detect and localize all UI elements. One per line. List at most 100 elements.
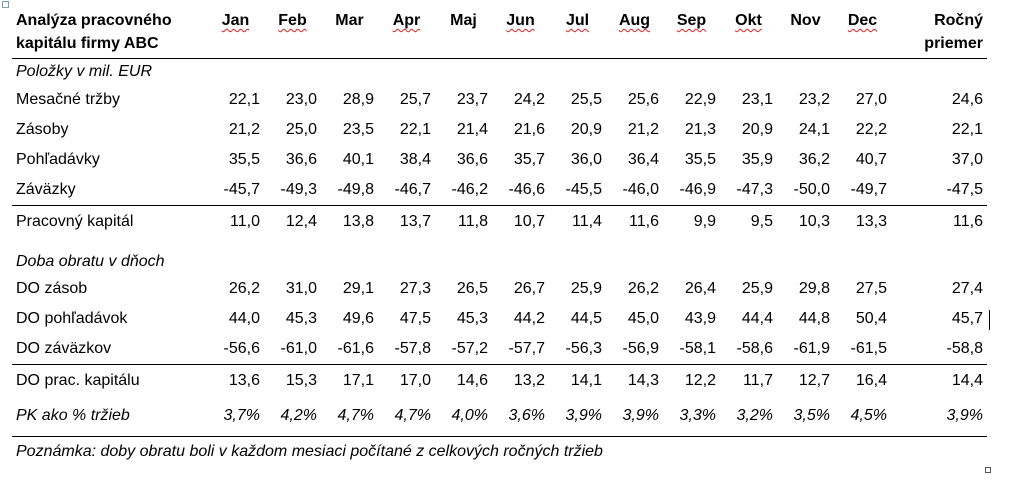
month-header: Dec	[847, 12, 878, 29]
annual-average-cell: -47,5	[946, 181, 983, 198]
text-cursor	[989, 310, 990, 330]
value-cell: 3,7%	[223, 407, 260, 424]
value-cell: 15,3	[264, 364, 321, 396]
value-cell: 11,6	[606, 205, 663, 237]
value-cell: 22,1	[228, 91, 260, 108]
value-cell: 40,7	[855, 151, 887, 168]
value-cell: 3,3%	[679, 407, 716, 424]
note-row: Poznámka: doby obratu boli v každom mesi…	[12, 436, 987, 467]
annual-average-cell: 24,6	[951, 91, 983, 108]
value-cell: 4,5%	[850, 407, 887, 424]
value-cell: -57,7	[508, 340, 545, 357]
month-header: Feb	[278, 12, 307, 29]
value-cell: 21,2	[627, 121, 659, 138]
total-row: DO prac. kapitálu 13,6 15,3 17,1 17,0 14,6 13,…	[12, 364, 987, 396]
value-cell: 36,2	[798, 151, 830, 168]
value-cell: -45,5	[565, 181, 602, 198]
table-row: DO záväzkov -56,6 -61,0 -61,6 -57,8 -57,2 -57,…	[12, 334, 987, 365]
header-row-2: kapitálu firmy ABC priemer	[12, 35, 987, 59]
row-label: Pracovný kapitál	[12, 205, 207, 237]
row-label: Záväzky	[16, 181, 76, 198]
row-label: Mesačné tržby	[16, 91, 121, 108]
value-cell: 36,6	[285, 151, 317, 168]
value-cell: 9,5	[720, 205, 777, 237]
table-row: Mesačné tržby 22,1 23,0 28,9 25,7 23,7 24,2 25,…	[12, 85, 987, 115]
value-cell: 21,6	[513, 121, 545, 138]
value-cell: 49,6	[342, 310, 374, 327]
row-label: Zásoby	[16, 121, 69, 138]
value-cell: 25,6	[627, 91, 659, 108]
value-cell: 23,0	[285, 91, 317, 108]
total-row: Pracovný kapitál 11,0 12,4 13,8 13,7 11,8 10,7…	[12, 205, 987, 237]
value-cell: 4,7%	[394, 407, 431, 424]
value-cell: -57,2	[451, 340, 488, 357]
value-cell: 38,4	[399, 151, 431, 168]
value-cell: 23,7	[456, 91, 488, 108]
section-heading-turnover: Doba obratu v dňoch	[16, 253, 165, 270]
table-title-line1: Analýza pracovného	[16, 12, 172, 29]
annual-average-cell: 3,9%	[946, 407, 983, 424]
value-cell: 20,9	[741, 121, 773, 138]
value-cell: 22,9	[684, 91, 716, 108]
value-cell: -58,6	[736, 340, 773, 357]
value-cell: 36,6	[456, 151, 488, 168]
table-row: DO zásob 26,2 31,0 29,1 27,3 26,5 26,7 25,9 26,2…	[12, 274, 987, 304]
working-capital-table: Analýza pracovného Jan Feb Mar Apr Maj J…	[12, 12, 987, 467]
value-cell: 12,2	[663, 364, 720, 396]
value-cell: 36,0	[570, 151, 602, 168]
value-cell: 16,4	[834, 364, 891, 396]
value-cell: -47,3	[736, 181, 773, 198]
value-cell: 29,8	[798, 280, 830, 297]
value-cell: 45,0	[627, 310, 659, 327]
value-cell: 10,3	[777, 205, 834, 237]
value-cell: 44,8	[798, 310, 830, 327]
table-title-line2: kapitálu firmy ABC	[16, 35, 159, 52]
table-move-handle[interactable]	[2, 1, 9, 8]
value-cell: 29,1	[342, 280, 374, 297]
row-label: DO prac. kapitálu	[12, 364, 207, 396]
value-cell: -49,7	[850, 181, 887, 198]
value-cell: 43,9	[684, 310, 716, 327]
row-label: DO zásob	[16, 280, 88, 297]
value-cell: 23,1	[741, 91, 773, 108]
header-row-1: Analýza pracovného Jan Feb Mar Apr Maj J…	[12, 12, 987, 35]
value-cell: 13,7	[378, 205, 435, 237]
value-cell: 12,4	[264, 205, 321, 237]
annual-average-cell: 37,0	[951, 151, 983, 168]
row-label: Pohľadávky	[16, 151, 100, 168]
value-cell: 35,5	[684, 151, 716, 168]
value-cell: 25,9	[570, 280, 602, 297]
value-cell: 24,2	[513, 91, 545, 108]
value-cell: 35,5	[228, 151, 260, 168]
month-header: Nov	[790, 12, 821, 29]
value-cell: 13,2	[492, 364, 549, 396]
value-cell: 26,2	[228, 280, 260, 297]
value-cell: 26,7	[513, 280, 545, 297]
value-cell: 14,1	[549, 364, 606, 396]
value-cell: -61,5	[850, 340, 887, 357]
value-cell: 21,4	[456, 121, 488, 138]
value-cell: 9,9	[663, 205, 720, 237]
month-header: Sep	[676, 12, 707, 29]
value-cell: 44,5	[570, 310, 602, 327]
value-cell: 13,6	[207, 364, 264, 396]
value-cell: 47,5	[399, 310, 431, 327]
value-cell: 27,0	[855, 91, 887, 108]
value-cell: 25,0	[285, 121, 317, 138]
annual-average-cell: 11,6	[891, 205, 987, 237]
value-cell: 21,2	[228, 121, 260, 138]
value-cell: 17,0	[378, 364, 435, 396]
footnote: Poznámka: doby obratu boli v každom mesi…	[12, 436, 987, 467]
row-label: DO záväzkov	[16, 340, 112, 357]
value-cell: 44,4	[741, 310, 773, 327]
value-cell: 11,8	[435, 205, 492, 237]
value-cell: 50,4	[855, 310, 887, 327]
value-cell: 44,2	[513, 310, 545, 327]
annual-header-line1: Ročný	[934, 12, 983, 29]
table-resize-handle[interactable]	[985, 467, 991, 473]
value-cell: 25,7	[399, 91, 431, 108]
value-cell: 26,4	[684, 280, 716, 297]
value-cell: 3,5%	[793, 407, 830, 424]
value-cell: -50,0	[793, 181, 830, 198]
annual-average-cell: -58,8	[946, 340, 983, 357]
